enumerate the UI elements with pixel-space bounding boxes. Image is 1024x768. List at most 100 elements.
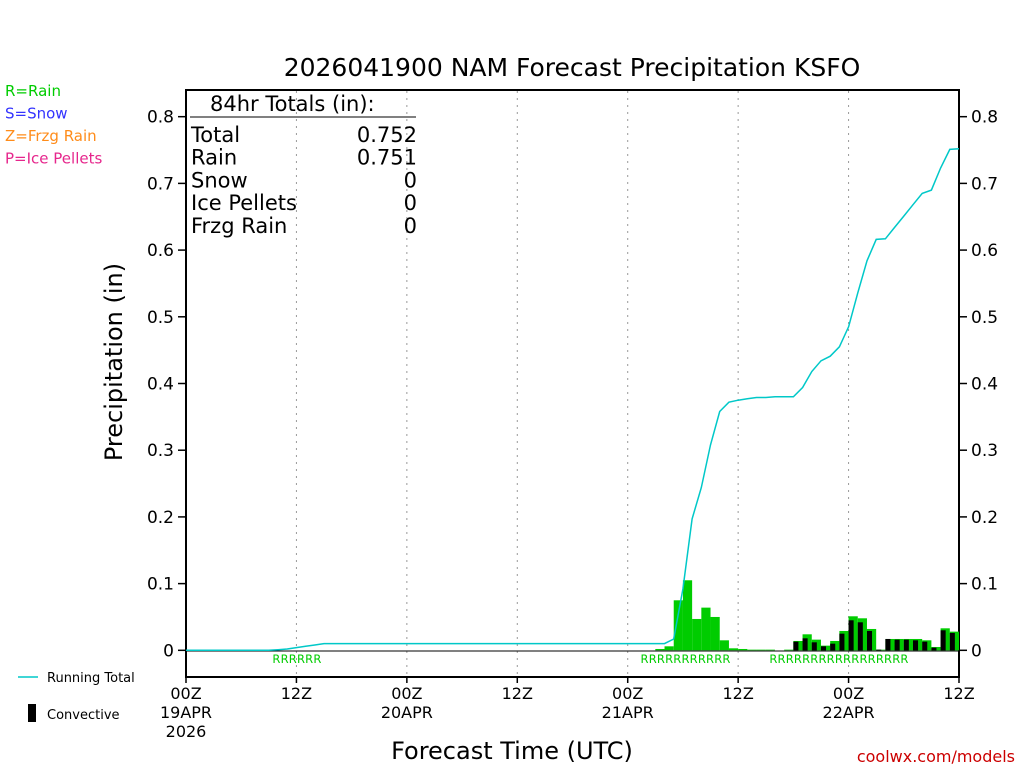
convective-bar: [931, 647, 937, 651]
ptype-codes: RRRRRR RRRRRRRRRRR RRRRRRRRRRRRRRRRR: [272, 652, 908, 666]
convective-bar: [839, 633, 845, 651]
totals-row-value: 0.751: [357, 146, 417, 170]
ptype-code-strip: RRRRRR: [272, 652, 321, 666]
x-tick-label: 00Z: [612, 684, 643, 703]
total-precip-bar: [682, 580, 693, 651]
convective-bar: [912, 640, 919, 651]
total-precip-bar: [692, 618, 702, 651]
total-precip-bar: [765, 649, 775, 651]
chart-title: 2026041900 NAM Forecast Precipitation KS…: [284, 53, 861, 82]
ptype-legend-item: Z=Frzg Rain: [5, 127, 97, 145]
vertical-gridlines: [295, 91, 850, 676]
total-precip-bar: [701, 607, 711, 651]
y-tick-label-right: 0.2: [971, 508, 998, 528]
y-tick-label-right: 0.4: [971, 375, 998, 395]
y-tick-label: 0: [163, 641, 174, 661]
convective-bar: [949, 632, 955, 651]
y-axis-label: Precipitation (in): [100, 263, 128, 461]
totals-row-value: 0: [404, 214, 417, 238]
y-tick-label-right: 0.1: [971, 575, 998, 595]
convective-bar: [830, 643, 836, 651]
convective-bar: [802, 638, 808, 651]
y-tick-label: 0.2: [147, 508, 174, 528]
y-tick-label-right: 0.3: [971, 441, 998, 461]
running-total-line-group: [186, 147, 960, 652]
y-tick-label: 0.4: [147, 375, 174, 395]
convective-bars: [793, 620, 955, 651]
y-tick-label-right: 0.7: [971, 174, 998, 194]
ptype-code-strip: RRRRRRRRRRRRRRRRR: [769, 652, 908, 666]
totals-row-value: 0: [404, 191, 417, 215]
x-tick-label: 22APR: [823, 703, 875, 722]
totals-row-label: Total: [190, 123, 240, 147]
y-tick-label: 0.5: [147, 308, 174, 328]
y-tick-label-right: 0.6: [971, 241, 998, 261]
y-tick-label: 0.1: [147, 575, 174, 595]
x-tick-label: 2026: [166, 722, 207, 741]
left-y-axis: 0 0.1 0.2 0.3 0.4 0.5 0.6 0.7 0.8: [147, 108, 186, 661]
total-precip-bar: [664, 646, 674, 651]
convective-bar: [940, 630, 946, 651]
total-precip-bar: [738, 648, 748, 651]
x-tick-label: 12Z: [943, 684, 974, 703]
x-tick-label: 20APR: [381, 703, 433, 722]
right-y-axis: 0 0.1 0.2 0.3 0.4 0.5 0.6 0.7 0.8: [959, 108, 998, 661]
x-tick-label: 12Z: [722, 684, 753, 703]
legend-bar-swatch: [28, 704, 36, 722]
y-tick-label: 0.7: [147, 174, 174, 194]
total-precip-bar: [784, 649, 794, 651]
total-precip-bar: [673, 600, 683, 651]
total-precip-bar: [719, 640, 729, 651]
total-precip-bar: [655, 648, 665, 651]
total-precip-bar: [728, 648, 739, 651]
y-tick-label-right: 0.8: [971, 108, 998, 128]
running-total-line: [186, 147, 960, 652]
totals-row-label: Snow: [191, 168, 248, 192]
ptype-legend-item: R=Rain: [5, 82, 61, 100]
total-precip-bar: [756, 649, 766, 651]
x-axis-label: Forecast Time (UTC): [391, 737, 633, 765]
x-tick-label: 19APR: [160, 703, 212, 722]
y-tick-label-right: 0: [971, 641, 982, 661]
y-tick-label: 0.8: [147, 108, 174, 128]
totals-row-value: 0: [404, 168, 417, 192]
convective-bar: [857, 622, 863, 651]
ptype-legend-item: P=Ice Pellets: [5, 150, 102, 168]
x-tick-label: 21APR: [602, 703, 654, 722]
convective-bar: [922, 641, 928, 651]
convective-bar: [820, 646, 827, 651]
x-tick-label: 00Z: [391, 684, 422, 703]
x-tick-label: 12Z: [281, 684, 312, 703]
credit-text: coolwx.com/models: [857, 747, 1015, 766]
convective-bar: [793, 641, 799, 651]
convective-bar: [848, 620, 854, 651]
totals-header: 84hr Totals (in):: [210, 92, 375, 116]
y-tick-label: 0.6: [147, 241, 174, 261]
x-tick-label: 00Z: [170, 684, 201, 703]
totals-row-label: Rain: [191, 146, 237, 170]
legend-label: Convective: [47, 708, 120, 723]
x-tick-label: 12Z: [502, 684, 533, 703]
ptype-legend: R=Rain S=Snow Z=Frzg Rain P=Ice Pellets: [5, 82, 102, 168]
totals-row-label: Frzg Rain: [191, 214, 287, 238]
totals-row-value: 0.752: [357, 123, 417, 147]
convective-bar: [811, 642, 817, 651]
convective-bar: [885, 638, 891, 651]
x-tick-label: 00Z: [833, 684, 864, 703]
convective-bar: [903, 639, 909, 651]
plot-frame: [185, 89, 960, 678]
total-precip-bar: [710, 616, 720, 651]
legend-label: Running Total: [47, 671, 135, 686]
y-tick-label-right: 0.5: [971, 308, 998, 328]
convective-bar: [866, 630, 873, 651]
convective-bar: [876, 649, 882, 651]
totals-row-label: Ice Pellets: [191, 191, 297, 215]
convective-bar: [894, 639, 900, 651]
bottom-legend: Running Total Convective: [18, 671, 135, 723]
total-precip-bar: [747, 649, 757, 651]
ptype-legend-item: S=Snow: [5, 105, 68, 123]
ptype-code-strip: RRRRRRRRRRR: [641, 652, 731, 666]
y-tick-label: 0.3: [147, 441, 174, 461]
